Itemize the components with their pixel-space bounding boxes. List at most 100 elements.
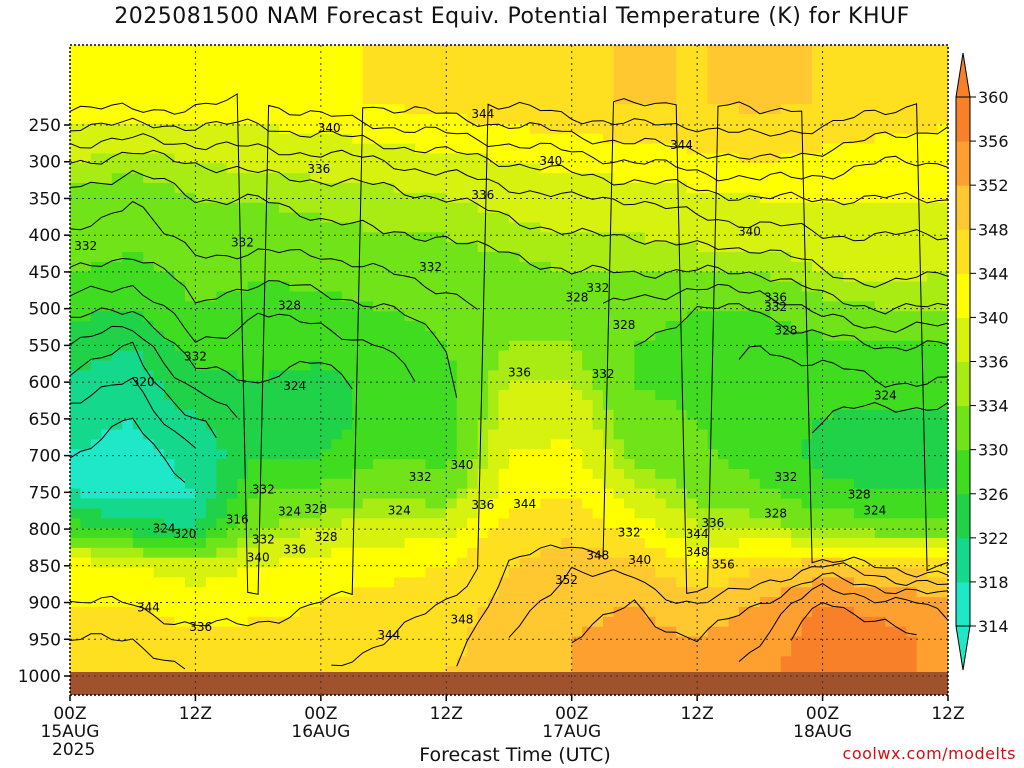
field-cell	[509, 636, 521, 648]
field-cell	[519, 222, 531, 233]
field-cell	[289, 528, 301, 539]
field-cell	[655, 626, 667, 638]
field-cell	[749, 616, 761, 628]
field-cell	[268, 271, 280, 283]
field-cell	[195, 123, 207, 135]
field-cell	[477, 153, 489, 164]
field-cell	[509, 64, 521, 76]
field-cell	[362, 626, 374, 638]
field-cell	[310, 508, 322, 519]
field-cell	[686, 340, 698, 352]
field-cell	[425, 232, 437, 243]
field-cell	[655, 577, 667, 588]
field-cell	[603, 54, 615, 66]
field-cell	[425, 84, 437, 95]
field-cell	[320, 94, 332, 105]
field-cell	[258, 281, 270, 293]
field-cell	[822, 606, 834, 618]
field-cell	[822, 192, 834, 204]
field-cell	[268, 222, 280, 233]
field-cell	[310, 399, 322, 411]
field-cell	[613, 212, 625, 224]
field-cell	[341, 183, 353, 194]
field-cell	[634, 84, 646, 95]
field-cell	[174, 291, 186, 302]
field-cell	[623, 488, 636, 500]
field-cell	[373, 330, 385, 342]
field-cell	[540, 606, 552, 618]
field-cell	[686, 616, 698, 628]
field-cell	[435, 616, 447, 628]
field-cell	[132, 666, 144, 672]
field-cell	[435, 183, 447, 194]
field-cell	[362, 321, 374, 332]
field-cell	[320, 537, 332, 549]
field-cell	[477, 291, 489, 302]
field-cell	[644, 557, 656, 569]
field-cell	[561, 123, 573, 135]
field-cell	[613, 64, 625, 76]
field-cell	[341, 537, 353, 549]
field-cell	[226, 587, 238, 598]
field-cell	[404, 390, 416, 401]
field-cell	[205, 45, 217, 56]
field-cell	[874, 528, 886, 539]
field-cell	[184, 478, 197, 490]
field-cell	[812, 114, 824, 125]
field-cell	[310, 478, 322, 490]
field-cell	[164, 666, 176, 672]
field-cell	[843, 133, 855, 145]
field-cell	[759, 143, 771, 155]
field-cell	[216, 104, 228, 115]
field-cell	[770, 252, 782, 263]
field-cell	[853, 261, 865, 273]
field-cell	[665, 54, 677, 66]
field-cell	[728, 547, 740, 559]
field-cell	[791, 399, 803, 411]
field-cell	[613, 74, 625, 86]
field-cell	[843, 646, 855, 657]
field-cell	[540, 252, 552, 263]
field-cell	[258, 439, 270, 450]
field-cell	[414, 666, 426, 672]
field-cell	[655, 597, 667, 608]
field-cell	[644, 360, 656, 371]
field-cell	[603, 163, 615, 174]
field-cell	[467, 123, 479, 135]
field-cell	[728, 64, 740, 76]
field-cell	[738, 646, 750, 657]
field-cell	[582, 153, 594, 164]
field-cell	[749, 528, 761, 539]
field-cell	[164, 419, 176, 431]
field-cell	[529, 291, 541, 302]
field-cell	[174, 390, 186, 401]
field-cell	[603, 557, 615, 569]
field-cell	[592, 54, 604, 66]
field-cell	[237, 202, 249, 214]
field-cell	[509, 646, 521, 657]
field-cell	[122, 439, 134, 450]
field-cell	[70, 45, 82, 56]
field-cell	[634, 153, 646, 164]
field-cell	[697, 54, 709, 66]
field-cell	[697, 104, 709, 115]
field-cell	[707, 606, 719, 618]
field-cell	[540, 547, 552, 559]
field-cell	[571, 212, 583, 224]
field-cell	[718, 587, 730, 598]
field-cell	[143, 508, 155, 519]
field-cell	[352, 518, 364, 529]
field-cell	[164, 547, 176, 559]
field-cell	[456, 616, 468, 628]
field-cell	[676, 508, 688, 519]
field-cell	[707, 636, 719, 648]
field-cell	[801, 94, 813, 105]
field-cell	[519, 518, 531, 529]
field-cell	[707, 143, 719, 155]
field-cell	[174, 646, 186, 657]
field-cell	[184, 153, 197, 164]
field-cell	[623, 330, 636, 342]
field-cell	[540, 123, 552, 135]
field-cell	[603, 370, 615, 381]
field-cell	[686, 133, 698, 145]
